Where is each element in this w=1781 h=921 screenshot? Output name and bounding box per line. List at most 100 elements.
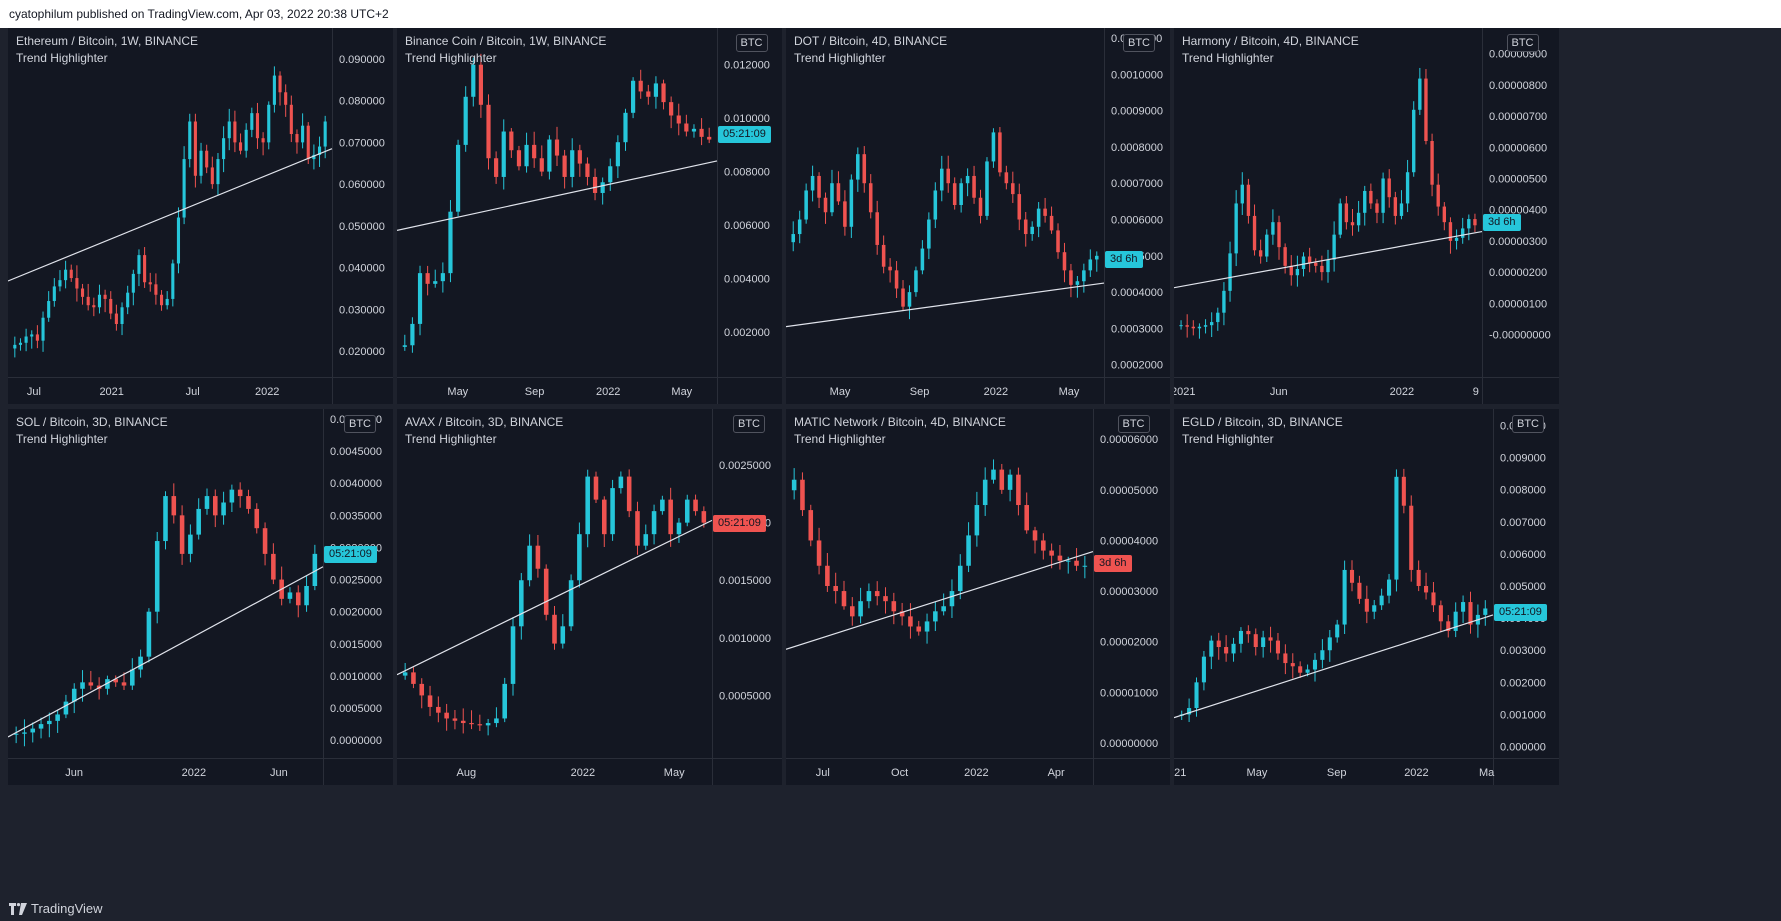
currency-badge[interactable]: BTC	[1117, 415, 1150, 433]
indicator-label[interactable]: Trend Highlighter	[16, 432, 108, 446]
currency-badge[interactable]: BTC	[1123, 34, 1155, 52]
y-tick-label: 0.0035000	[330, 510, 382, 522]
candle-body	[791, 479, 797, 491]
candle-body	[238, 142, 243, 151]
indicator-label[interactable]: Trend Highlighter	[405, 432, 497, 446]
candle-body	[894, 270, 899, 289]
candle-body	[452, 718, 458, 721]
candle-body	[182, 159, 186, 218]
candle-body	[965, 175, 970, 184]
y-tick-label: 0.0010000	[719, 633, 771, 645]
candle-body	[519, 580, 524, 627]
candle-body	[1074, 560, 1079, 566]
candles	[791, 459, 1088, 644]
candle-body	[1356, 212, 1361, 226]
candle-body	[1289, 265, 1293, 276]
candle-body	[891, 601, 897, 612]
candle-body	[1082, 270, 1086, 282]
indicator-label[interactable]: Trend Highlighter	[405, 51, 497, 65]
candle-body	[306, 125, 310, 160]
candle-body	[635, 511, 640, 546]
y-tick-label: 0.006000	[724, 220, 770, 232]
candle-body	[1252, 215, 1257, 251]
candle-body	[494, 718, 499, 724]
candle-body	[610, 488, 615, 535]
chart-svg-4: 0.000009000.000008000.000007000.00000600…	[1174, 28, 1559, 404]
x-tick-label: 2022	[255, 386, 279, 398]
candle-body	[1016, 474, 1021, 506]
trend-line	[8, 148, 333, 282]
candle-body	[797, 219, 802, 235]
chart-panel-6[interactable]: 0.00250000.00200000.00150000.00100000.00…	[397, 409, 782, 785]
indicator-label[interactable]: Trend Highlighter	[16, 51, 108, 65]
candle-body	[1379, 595, 1384, 606]
candle-body	[301, 125, 305, 143]
currency-badge[interactable]: BTC	[1512, 415, 1544, 433]
candle-body	[261, 138, 265, 143]
y-tick-label: 0.00000300	[1489, 236, 1547, 248]
currency-badge[interactable]: BTC	[344, 415, 376, 433]
candle-body	[165, 298, 169, 306]
candle-body	[1283, 653, 1288, 664]
chart-panel-7[interactable]: 0.00006000 0.00005000 0.00004000 0.00003000…	[786, 409, 1170, 785]
candle-body	[883, 596, 888, 602]
candles	[13, 482, 318, 747]
candle-body	[1222, 290, 1226, 313]
y-tick-label: 0.009000	[1500, 453, 1546, 465]
candle-body	[707, 136, 712, 140]
chart-panel-5[interactable]: 0.00500000.00450000.00400000.00350000.00…	[8, 409, 393, 785]
candle-body	[1228, 253, 1232, 291]
y-tick-label: 0.00002000	[1100, 637, 1158, 649]
chart-panel-3[interactable]: 0.00110000.00100000.00090000.00080000.00…	[786, 28, 1170, 404]
candle-body	[1363, 190, 1367, 213]
y-tick-label: 0.0007000	[1111, 178, 1163, 190]
candle-body	[1075, 281, 1080, 285]
candle-body	[660, 499, 665, 512]
candle-body	[866, 591, 872, 602]
candle-body	[568, 580, 574, 627]
candle-body	[271, 553, 276, 580]
candles	[1179, 468, 1488, 723]
candle-body	[808, 510, 814, 541]
indicator-label[interactable]: Trend Highlighter	[794, 432, 886, 446]
candle-body	[949, 591, 955, 607]
candle-body	[535, 545, 541, 569]
currency-badge[interactable]: BTC	[1506, 34, 1539, 52]
indicator-label[interactable]: Trend Highlighter	[794, 51, 886, 65]
candle-body	[244, 129, 248, 151]
chart-panel-8[interactable]: 0.0100000.0090000.0080000.0070000.006000…	[1174, 409, 1559, 785]
chart-panel-2[interactable]: 0.012000 0.010000 0.008000 0.006000 0.004000…	[397, 28, 782, 404]
candle-body	[791, 234, 796, 243]
candle-body	[295, 592, 301, 606]
currency-badge[interactable]: BTC	[735, 34, 768, 52]
indicator-label[interactable]: Trend Highlighter	[1182, 51, 1274, 65]
candle-body	[1185, 325, 1189, 327]
candle-body	[1277, 222, 1281, 248]
candle-body	[109, 298, 113, 314]
currency-badge[interactable]: BTC	[733, 415, 765, 433]
price-countdown-tag: 05:21:09	[1494, 603, 1547, 621]
chart-panel-4[interactable]: 0.00000900 0.00000800 0.00000700 0.00000600…	[1174, 28, 1559, 404]
y-tick-label: 0.0002000	[1111, 360, 1163, 372]
footer-bar: TradingView	[0, 896, 1781, 921]
tradingview-logo[interactable]: TradingView	[9, 896, 103, 921]
indicator-label[interactable]: Trend Highlighter	[1182, 432, 1274, 446]
candle-body	[222, 138, 226, 160]
candle-body	[691, 128, 697, 132]
candle-body	[899, 611, 905, 617]
candle-body	[1290, 663, 1295, 667]
y-tick-label: 0.040000	[339, 263, 385, 275]
y-tick-label: 0.0015000	[330, 639, 382, 651]
candle-body	[463, 96, 468, 145]
candle-body	[233, 121, 237, 143]
candle-body	[1424, 586, 1429, 593]
candle-body	[216, 159, 220, 185]
candle-body	[455, 144, 461, 212]
x-tick-label: 2022	[1404, 767, 1428, 779]
chart-panel-1[interactable]: 0.090000 0.080000 0.070000 0.060000 0.050000…	[8, 28, 393, 404]
trend-line	[397, 160, 718, 231]
candle-body	[1082, 565, 1088, 567]
x-tick-label: 9	[1473, 386, 1479, 398]
candle-body	[126, 292, 130, 308]
candle-body	[1088, 259, 1093, 271]
